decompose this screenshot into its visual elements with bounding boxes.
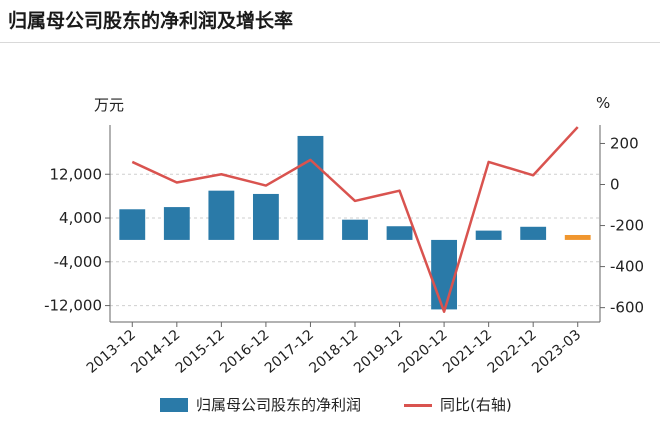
x-tick-label-8: 2021-12 (440, 327, 495, 377)
x-tick-label-0: 2013-12 (84, 327, 139, 377)
x-tick-label-10: 2023-03 (529, 327, 584, 377)
bar-3 (252, 193, 279, 240)
left-tick-label-2: 4,000 (59, 209, 102, 227)
bar-10 (564, 234, 591, 240)
bar-7 (431, 239, 458, 310)
legend: 归属母公司股东的净利润 同比(右轴) (0, 392, 660, 418)
left-tick-label-0: -12,000 (44, 297, 102, 315)
bar-6 (386, 226, 413, 240)
right-tick-label-2: -200 (610, 217, 644, 235)
right-tick-label-1: -400 (610, 258, 644, 276)
x-tick-label-5: 2018-12 (306, 327, 361, 377)
bar-0 (119, 209, 146, 240)
combo-chart: -12,000 -4,000 4,000 12,000 -600 -400 -200 0 200… (44, 125, 644, 377)
x-tick-label-2: 2015-12 (173, 327, 228, 377)
bar-2 (208, 190, 235, 240)
legend-line-label: 同比(右轴) (440, 396, 512, 414)
x-tick-label-1: 2014-12 (128, 327, 183, 377)
x-tick-label-3: 2016-12 (217, 327, 272, 377)
legend-bar-swatch (160, 398, 188, 412)
yoy-line (131, 126, 579, 313)
x-tick-label-4: 2017-12 (262, 327, 317, 377)
x-tick-label-9: 2022-12 (485, 327, 540, 377)
bar-1 (163, 207, 190, 240)
bar-5 (342, 219, 368, 240)
right-tick-label-3: 0 (610, 176, 620, 194)
right-tick-label-0: -600 (610, 299, 644, 317)
left-tick-label-1: -4,000 (54, 253, 102, 271)
right-tick-label-4: 200 (610, 134, 639, 152)
right-axis-unit: % (596, 94, 611, 112)
legend-bar-label: 归属母公司股东的净利润 (196, 396, 362, 414)
chart-title: 归属母公司股东的净利润及增长率 (8, 10, 294, 32)
bar-9 (520, 226, 547, 240)
left-axis-unit: 万元 (94, 96, 125, 114)
left-tick-label-3: 12,000 (50, 165, 103, 183)
title-divider (0, 42, 660, 43)
bar-8 (475, 230, 502, 240)
x-tick-label-6: 2019-12 (351, 327, 406, 377)
legend-line-swatch (404, 404, 432, 407)
x-tick-label-7: 2020-12 (396, 327, 451, 377)
bar-4 (297, 135, 324, 240)
